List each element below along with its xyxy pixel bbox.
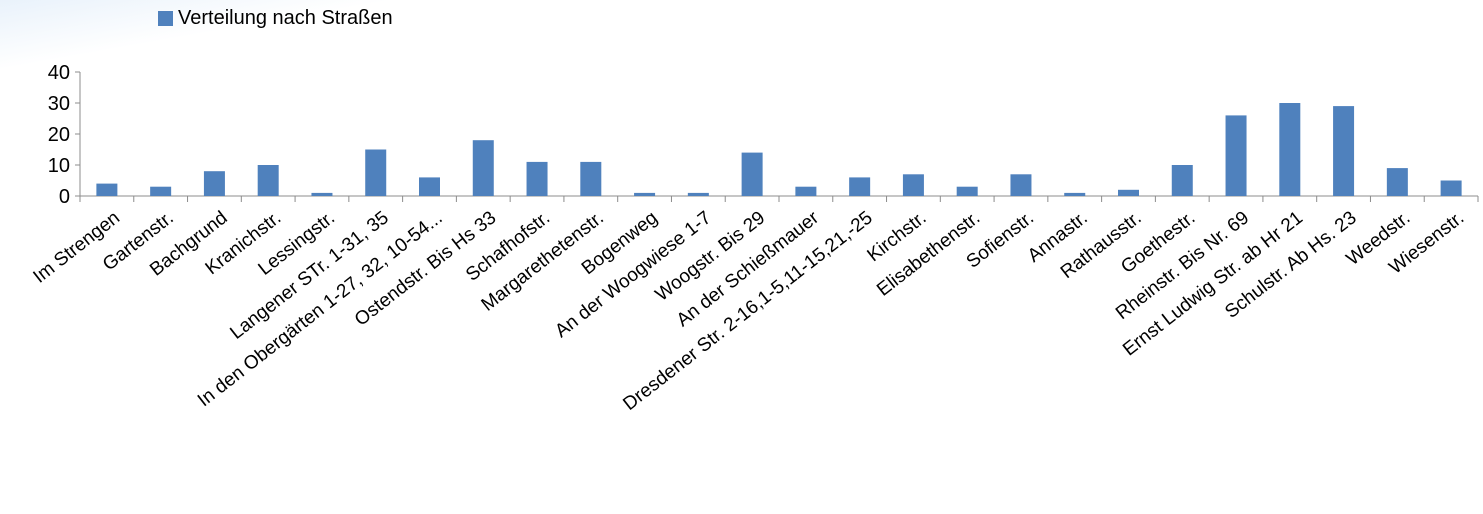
y-tick-label: 0: [59, 186, 70, 208]
bar: [634, 192, 656, 196]
bar: [1279, 103, 1301, 196]
bar: [472, 140, 494, 196]
bar: [1225, 115, 1247, 196]
legend: Verteilung nach Straßen: [158, 7, 393, 30]
bars: [96, 103, 1462, 196]
bar: [419, 177, 440, 196]
bar: [203, 171, 225, 196]
bar: [1118, 189, 1139, 196]
bar: [365, 149, 387, 196]
x-tick-label: Im Strengen: [29, 207, 123, 287]
bar: [902, 174, 924, 196]
bar: [1333, 106, 1355, 196]
bar: [257, 165, 279, 196]
bar: [795, 186, 817, 196]
bar: [311, 192, 333, 196]
y-tick-label: 40: [48, 62, 70, 84]
legend-label: Verteilung nach Straßen: [178, 7, 393, 29]
bar: [150, 186, 172, 196]
y-tick-label: 30: [48, 93, 70, 115]
bar: [849, 177, 871, 196]
bar: [1010, 174, 1032, 196]
bar: [956, 186, 978, 196]
bar: [1440, 180, 1462, 196]
labels: Im StrengenGartenstr.BachgrundKranichstr…: [29, 207, 1468, 415]
bar: [687, 192, 709, 196]
bar: [526, 161, 548, 196]
y-tick-label: 10: [48, 155, 70, 177]
bar: [741, 152, 763, 196]
y-tick-label: 20: [48, 124, 70, 146]
bar: [1171, 165, 1193, 196]
bar: [96, 183, 118, 196]
bar: [580, 161, 602, 196]
legend-swatch: [158, 11, 173, 26]
bar: [1064, 192, 1086, 196]
bar: [1386, 168, 1408, 196]
